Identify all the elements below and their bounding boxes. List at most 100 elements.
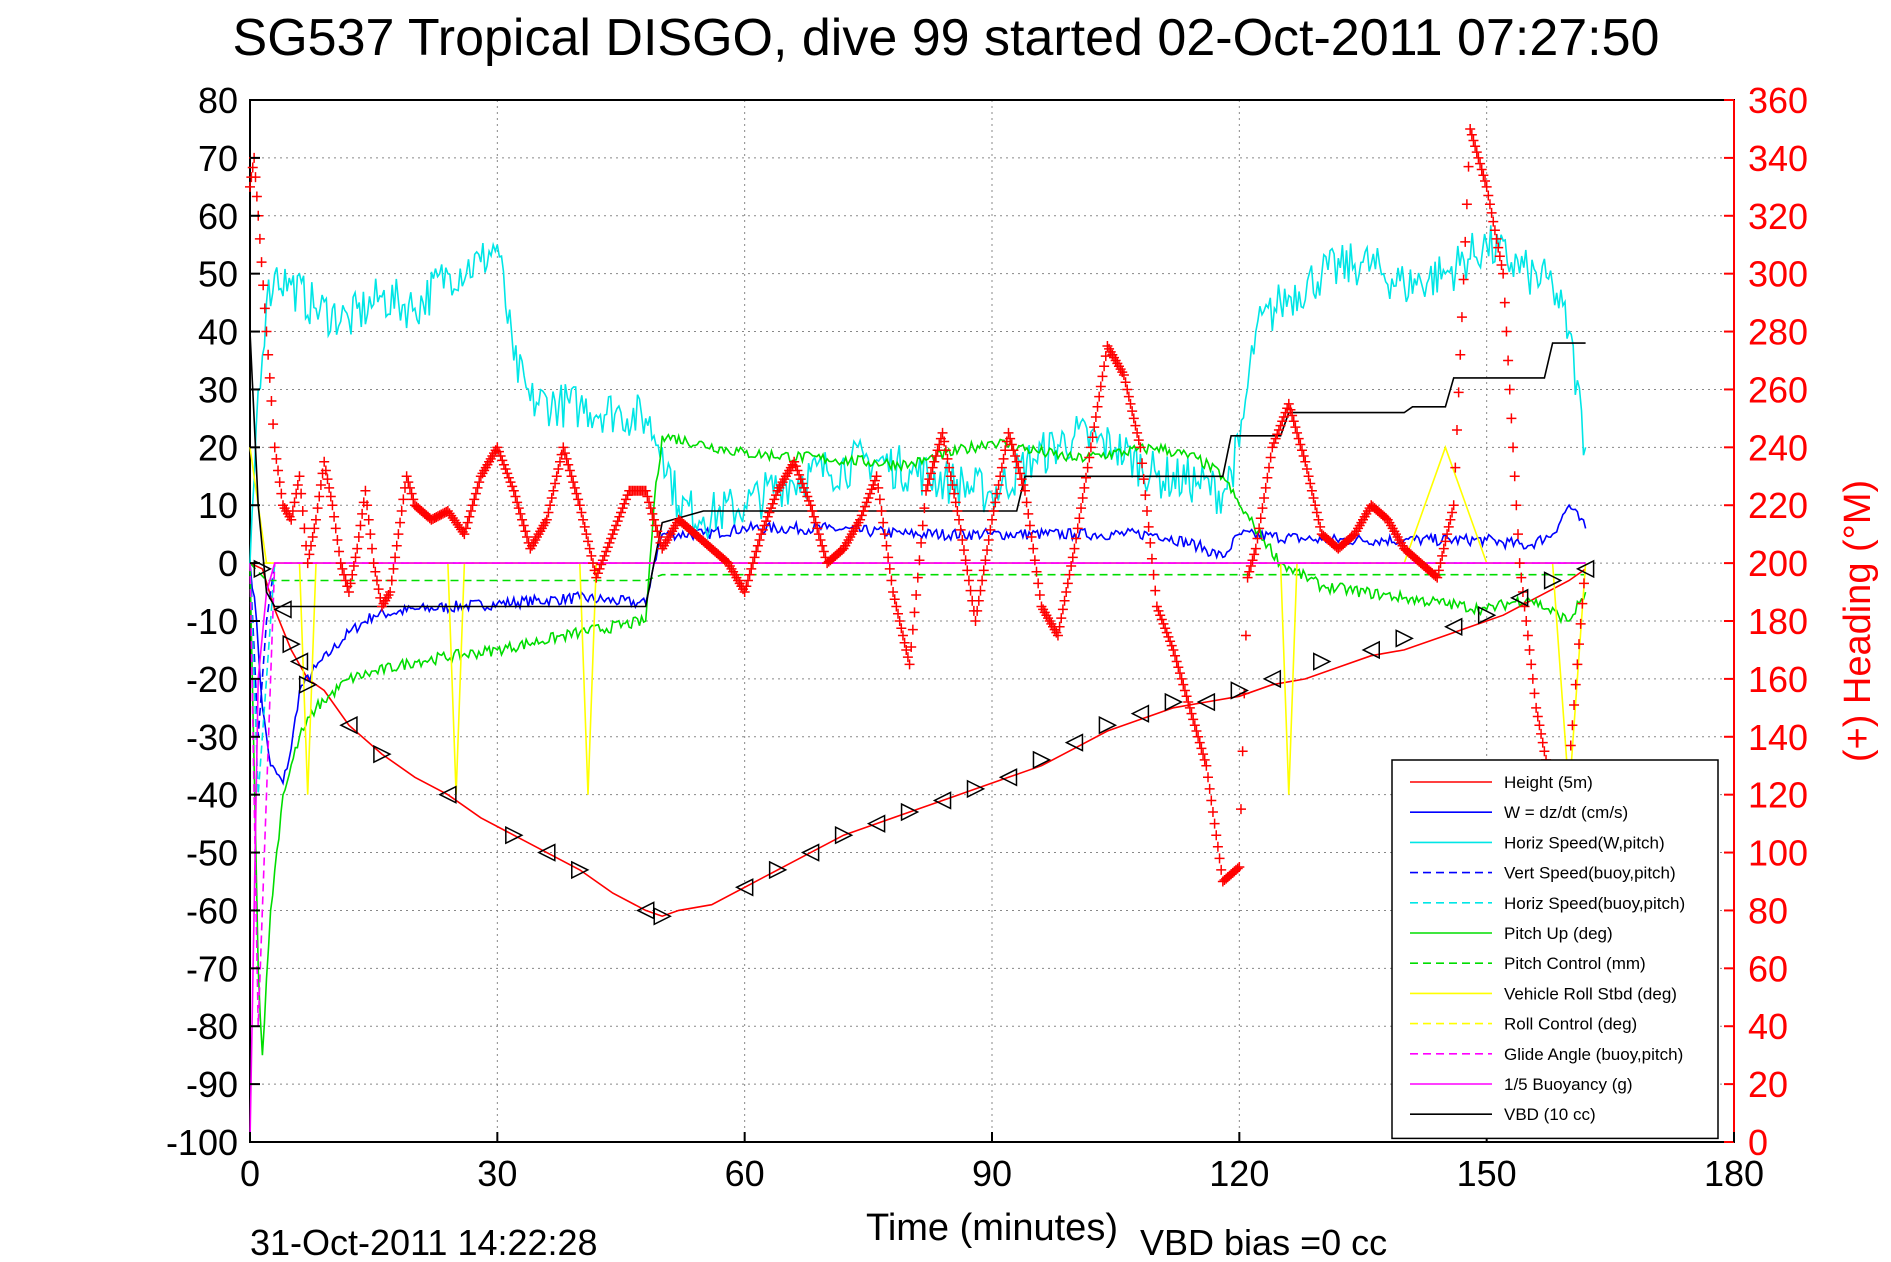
heading-marker: [1278, 411, 1289, 422]
y2-tick-label: 100: [1748, 833, 1808, 874]
legend-box: [1391, 759, 1719, 1140]
series-w-dz-dt-cm-s: [249, 503, 1587, 786]
heading-marker: [581, 529, 592, 540]
heading-marker: [1176, 673, 1187, 684]
heading-marker: [911, 589, 922, 600]
heading-marker: [276, 488, 287, 499]
depth-marker: [768, 860, 788, 880]
heading-marker: [902, 652, 913, 663]
heading-marker: [1292, 427, 1303, 438]
heading-marker: [470, 488, 481, 499]
heading-marker: [568, 477, 579, 488]
series-layer: [249, 225, 1587, 1143]
heading-marker: [518, 520, 529, 531]
heading-marker: [309, 523, 320, 534]
heading-marker: [1526, 659, 1537, 670]
heading-marker: [1059, 595, 1070, 606]
heading-marker: [751, 546, 762, 557]
heading-marker: [792, 465, 803, 476]
heading-marker: [1013, 462, 1024, 473]
heading-marker: [1516, 572, 1527, 583]
heading-marker: [1062, 578, 1073, 589]
heading-marker: [909, 607, 920, 618]
heading-marker: [1488, 216, 1499, 227]
heading-marker: [586, 550, 597, 561]
heading-marker: [896, 623, 907, 634]
heading-marker: [983, 534, 994, 545]
heading-marker: [886, 575, 897, 586]
heading-marker: [1084, 452, 1095, 463]
heading-marker: [492, 442, 503, 453]
heading-marker: [978, 565, 989, 576]
y-tick-label: -20: [186, 659, 238, 700]
heading-marker: [891, 601, 902, 612]
heading-marker: [1010, 451, 1021, 462]
heading-marker: [261, 326, 272, 337]
heading-marker: [1478, 170, 1489, 181]
heading-marker: [747, 558, 758, 569]
heading-marker: [876, 506, 887, 517]
heading-marker: [1531, 702, 1542, 713]
heading-marker: [1486, 207, 1497, 218]
y2-tick-label: 340: [1748, 138, 1808, 179]
heading-marker: [269, 442, 280, 453]
heading-marker: [1145, 537, 1156, 548]
heading-marker: [385, 587, 396, 598]
heading-marker: [1438, 543, 1449, 554]
heading-marker: [579, 521, 590, 532]
heading-marker: [1484, 199, 1495, 210]
heading-marker: [899, 637, 910, 648]
heading-marker: [1148, 569, 1159, 580]
heading-marker: [1125, 398, 1136, 409]
heading-marker: [619, 498, 630, 509]
heading-marker: [1301, 464, 1312, 475]
heading-marker: [1461, 199, 1472, 210]
heading-marker: [650, 520, 661, 531]
heading-marker: [1481, 181, 1492, 192]
heading-marker: [1186, 708, 1197, 719]
heading-marker: [1054, 621, 1065, 632]
heading-marker: [812, 523, 823, 534]
footer-timestamp: 31-Oct-2011 14:22:28: [250, 1222, 598, 1262]
heading-marker: [345, 578, 356, 589]
heading-marker: [271, 453, 282, 464]
heading-marker: [1498, 268, 1509, 279]
heading-marker: [960, 555, 971, 566]
y2-tick-label: 300: [1748, 254, 1808, 295]
heading-marker: [742, 575, 753, 586]
heading-marker: [647, 508, 658, 519]
heading-marker: [1028, 543, 1039, 554]
heading-marker: [571, 488, 582, 499]
heading-marker: [464, 511, 475, 522]
heading-marker: [802, 491, 813, 502]
heading-marker: [601, 546, 612, 557]
heading-marker: [1476, 164, 1487, 175]
heading-marker: [739, 587, 750, 598]
heading-marker: [893, 608, 904, 619]
heading-marker: [1188, 714, 1199, 725]
legend-label: Roll Control (deg): [1504, 1015, 1637, 1034]
heading-marker: [949, 488, 960, 499]
heading-marker: [459, 529, 470, 540]
heading-marker: [1085, 442, 1096, 453]
heading-marker: [1120, 377, 1131, 388]
heading-marker: [1216, 864, 1227, 875]
heading-marker: [1183, 697, 1194, 708]
heading-marker: [584, 543, 595, 554]
heading-marker: [1174, 668, 1185, 679]
heading-marker: [925, 468, 936, 479]
heading-marker: [940, 445, 951, 456]
y2-tick-label: 140: [1748, 717, 1808, 758]
heading-marker: [498, 459, 509, 470]
heading-marker: [396, 506, 407, 517]
heading-marker: [395, 517, 406, 528]
heading-marker: [756, 529, 767, 540]
heading-marker: [347, 569, 358, 580]
heading-marker: [559, 448, 570, 459]
y-tick-label: -50: [186, 833, 238, 874]
heading-marker: [912, 572, 923, 583]
heading-marker: [856, 510, 867, 521]
depth-marker: [298, 675, 318, 694]
depth-marker: [373, 744, 392, 764]
heading-marker: [1018, 479, 1029, 490]
